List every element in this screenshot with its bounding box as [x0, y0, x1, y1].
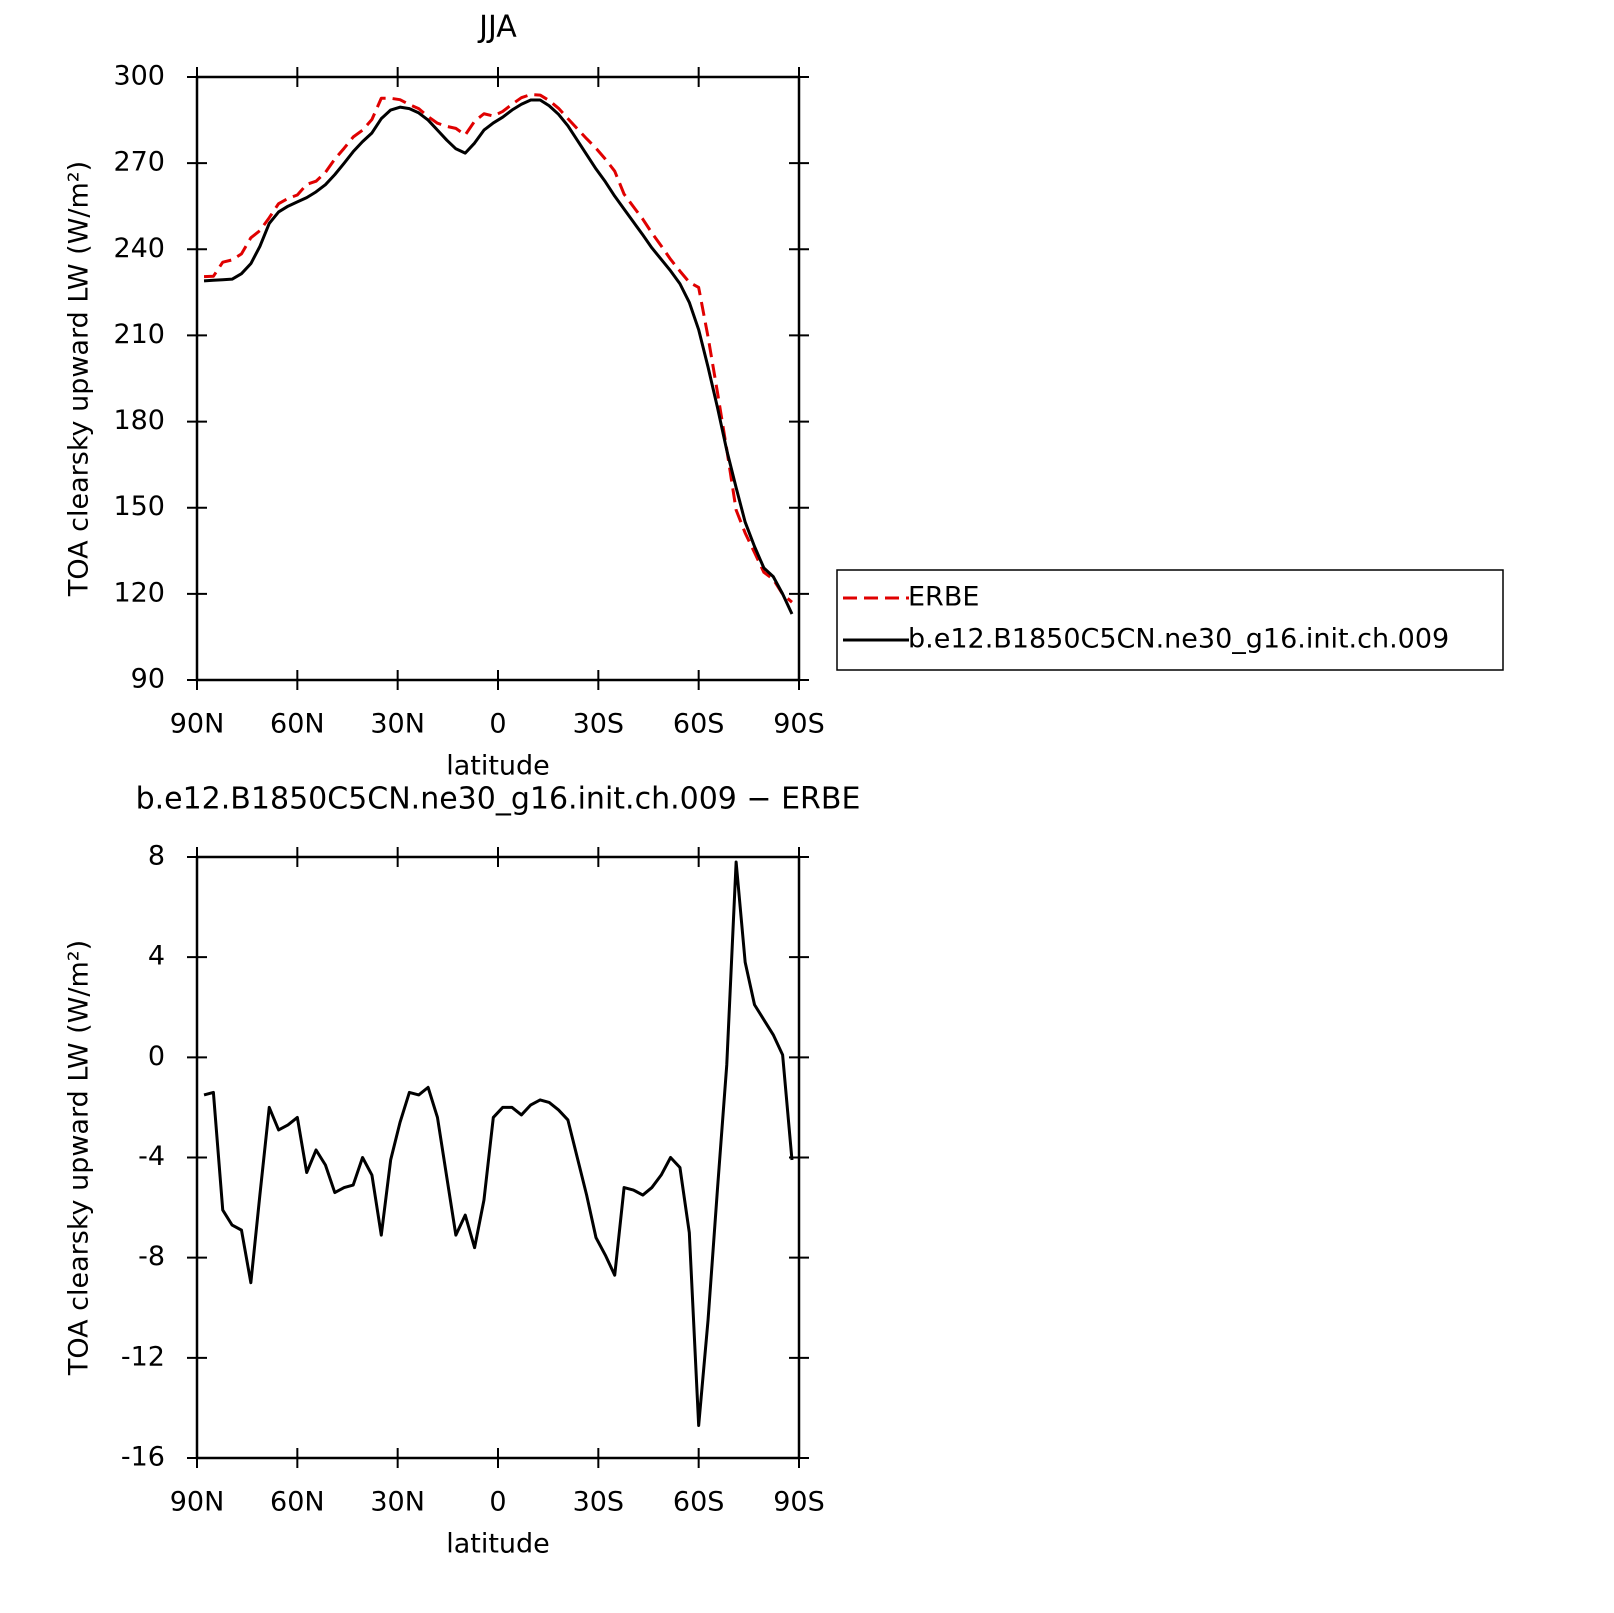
chart-title: JJA	[477, 10, 517, 45]
y-tick-label: 300	[113, 61, 165, 92]
x-tick-label: 60N	[270, 1487, 325, 1518]
x-tick-label: 30N	[370, 1487, 425, 1518]
x-tick-label: 0	[489, 1487, 506, 1518]
legend-label: b.e12.B1850C5CN.ne30_g16.init.ch.009	[908, 624, 1449, 655]
y-tick-label: 4	[148, 941, 165, 972]
chart-title: b.e12.B1850C5CN.ne30_g16.init.ch.009 − E…	[136, 782, 861, 817]
y-tick-label: -12	[121, 1341, 165, 1372]
x-tick-label: 60N	[270, 709, 325, 740]
y-tick-label: 0	[148, 1041, 165, 1072]
plot-frame	[195, 75, 801, 682]
x-tick-label: 90N	[170, 1487, 225, 1518]
y-tick-label: 90	[131, 664, 165, 695]
data-line	[203, 98, 794, 615]
legend-box	[836, 569, 1504, 671]
plot-frame	[195, 855, 801, 1460]
x-tick-label: 30S	[573, 709, 625, 740]
y-tick-label: 240	[113, 233, 165, 264]
y-tick-label: 210	[113, 319, 165, 350]
x-tick-label: 30S	[573, 1487, 625, 1518]
y-tick-label: -16	[121, 1442, 165, 1473]
y-tick-label: 180	[113, 405, 165, 436]
y-tick-label: 8	[148, 841, 165, 872]
y-tick-label: -4	[138, 1141, 165, 1172]
y-axis-label: TOA clearsky upward LW (W/m²)	[64, 161, 95, 597]
x-axis-label: latitude	[446, 751, 550, 782]
x-tick-label: 60S	[673, 709, 725, 740]
legend-label: ERBE	[908, 582, 979, 613]
data-line	[203, 93, 793, 604]
x-tick-label: 90N	[170, 709, 225, 740]
x-tick-label: 90S	[773, 1487, 825, 1518]
y-tick-label: 150	[113, 491, 165, 522]
data-line	[203, 860, 794, 1427]
x-tick-label: 30N	[370, 709, 425, 740]
y-tick-label: -8	[138, 1241, 165, 1272]
x-tick-label: 0	[489, 709, 506, 740]
y-tick-label: 120	[113, 577, 165, 608]
x-tick-label: 90S	[773, 709, 825, 740]
y-axis-label: TOA clearsky upward LW (W/m²)	[64, 940, 95, 1376]
x-tick-label: 60S	[673, 1487, 725, 1518]
x-axis-label: latitude	[446, 1529, 550, 1560]
y-tick-label: 270	[113, 147, 165, 178]
